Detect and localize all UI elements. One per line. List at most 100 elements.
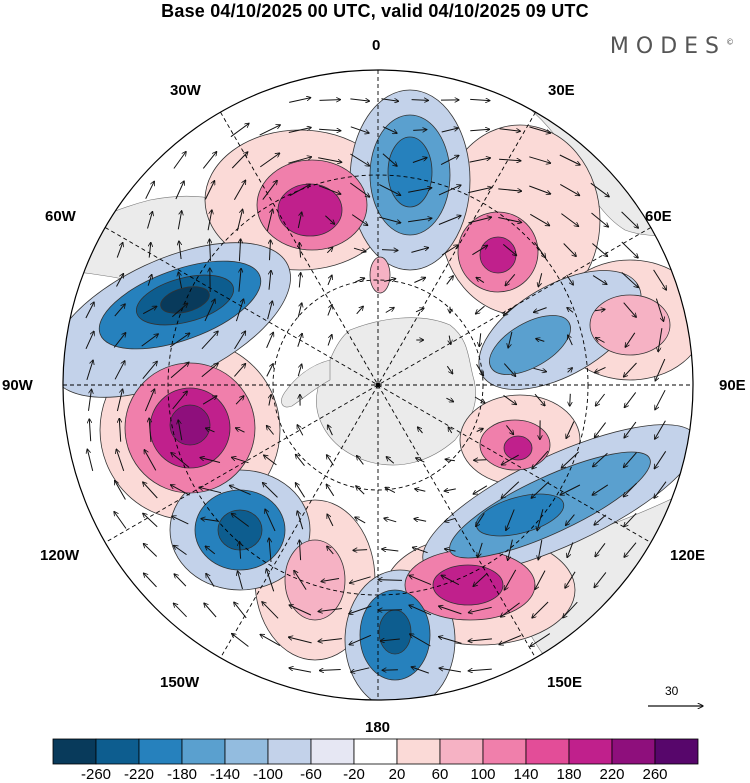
wind-vector bbox=[468, 639, 492, 641]
wind-vector bbox=[116, 242, 123, 258]
wind-vector bbox=[179, 241, 181, 260]
wind-vector bbox=[327, 305, 332, 316]
wind-vector bbox=[499, 634, 522, 644]
wind-vector bbox=[239, 239, 240, 262]
wind-vector bbox=[410, 634, 431, 647]
colorbar-label: -60 bbox=[300, 766, 322, 783]
wind-vector bbox=[299, 540, 300, 561]
anomaly-positive-core bbox=[589, 294, 671, 356]
wind-vector bbox=[621, 211, 639, 228]
wind-vector bbox=[172, 391, 188, 410]
wind-vector bbox=[595, 366, 606, 372]
wind-vector bbox=[318, 185, 341, 194]
wind-vector bbox=[89, 419, 90, 442]
wind-vector bbox=[655, 389, 666, 410]
wind-vector bbox=[236, 428, 245, 433]
colorbar-label: -180 bbox=[166, 766, 198, 783]
wind-vector bbox=[470, 129, 489, 130]
wind-vector bbox=[318, 157, 342, 163]
wind-vector bbox=[233, 180, 245, 201]
wind-vector bbox=[536, 339, 545, 342]
wind-vector bbox=[415, 489, 426, 491]
wind-vector bbox=[297, 303, 302, 318]
wind-vector bbox=[234, 602, 247, 619]
wind-vector bbox=[171, 303, 187, 318]
colorbar-swatch bbox=[181, 738, 226, 765]
wind-vector bbox=[473, 485, 488, 494]
wind-vector bbox=[239, 541, 240, 559]
anomaly-negative-core bbox=[369, 256, 391, 294]
anomaly-negative-core bbox=[489, 315, 571, 375]
brand-mark: © bbox=[726, 37, 734, 47]
wind-vector bbox=[178, 420, 183, 441]
wind-vector bbox=[114, 512, 127, 529]
wind-vector bbox=[478, 542, 483, 557]
wind-vector bbox=[297, 364, 301, 377]
wind-vector bbox=[289, 668, 312, 673]
wind-vector bbox=[299, 273, 300, 288]
wind-vector bbox=[204, 603, 217, 618]
wind-vector bbox=[535, 570, 546, 590]
wind-vector bbox=[468, 217, 491, 224]
wind-vector bbox=[114, 361, 125, 380]
wind-vector bbox=[236, 209, 242, 231]
wind-vector bbox=[234, 331, 246, 350]
wind-vector bbox=[412, 547, 428, 554]
wind-vector bbox=[379, 184, 400, 196]
wind-vector bbox=[470, 99, 490, 100]
wind-vector bbox=[568, 335, 573, 346]
wind-vector bbox=[530, 213, 549, 225]
wind-vector bbox=[204, 181, 214, 200]
wind-vector bbox=[563, 601, 578, 618]
wind-vector bbox=[438, 185, 461, 196]
wind-vector bbox=[446, 276, 454, 285]
colorbar-label: 260 bbox=[642, 766, 668, 783]
wind-vector bbox=[177, 211, 181, 230]
colorbar-label: -100 bbox=[252, 766, 284, 783]
map-title: Base 04/10/2025 00 UTC, valid 04/10/2025… bbox=[161, 1, 589, 21]
wind-vector bbox=[469, 158, 491, 163]
wind-vector bbox=[289, 184, 311, 197]
wind-vector bbox=[408, 218, 432, 223]
colorbar-label: -140 bbox=[209, 766, 241, 783]
wind-vector bbox=[654, 451, 667, 468]
wind-vector bbox=[444, 489, 456, 491]
wind-vector bbox=[563, 243, 577, 257]
wind-vector bbox=[476, 429, 484, 432]
brand-name: MODES bbox=[609, 34, 726, 59]
wind-vector bbox=[498, 189, 521, 191]
wind-vector bbox=[297, 425, 304, 436]
wind-vector bbox=[412, 158, 427, 163]
wind-vector bbox=[441, 245, 458, 256]
wind-vector bbox=[199, 487, 222, 494]
wind-vector bbox=[530, 633, 551, 647]
wind-vector bbox=[415, 308, 424, 312]
wind-vector bbox=[319, 100, 341, 101]
wind-vector bbox=[499, 129, 521, 131]
wind-vector bbox=[565, 571, 576, 588]
wind-vector bbox=[149, 242, 151, 258]
wind-vector bbox=[297, 212, 301, 229]
lon-label-120w: 120W bbox=[40, 547, 80, 564]
wind-vector bbox=[266, 426, 274, 435]
wind-vector bbox=[289, 605, 312, 616]
wind-vector bbox=[88, 389, 92, 411]
colorbar-label: -20 bbox=[343, 766, 365, 783]
wind-vector bbox=[143, 544, 158, 557]
wind-vector bbox=[566, 421, 575, 439]
wind-vector bbox=[265, 509, 276, 532]
wind-vector bbox=[327, 335, 332, 346]
wind-vector bbox=[116, 449, 125, 472]
anomaly-positive-core bbox=[479, 236, 517, 274]
wind-vector bbox=[413, 130, 427, 131]
wind-vector bbox=[295, 483, 306, 498]
wind-vector bbox=[270, 240, 271, 261]
wind-vector bbox=[147, 274, 152, 286]
wind-vector bbox=[231, 514, 249, 527]
wind-vector bbox=[567, 308, 574, 313]
wind-vector bbox=[503, 394, 517, 404]
wind-vector bbox=[411, 100, 429, 101]
wind-vector bbox=[534, 242, 546, 257]
wind-vector bbox=[476, 305, 485, 314]
wind-vector bbox=[210, 239, 211, 261]
